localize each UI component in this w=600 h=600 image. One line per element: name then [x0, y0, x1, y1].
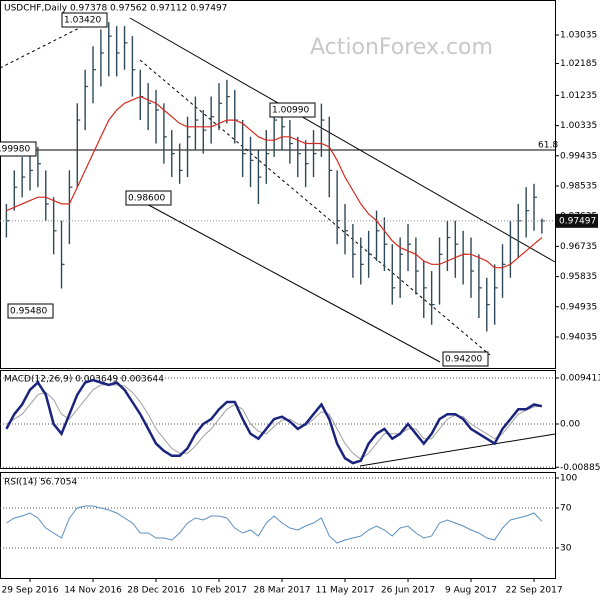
- price-frame: [0, 0, 556, 369]
- chart-body: [0, 14, 556, 467]
- rsi-line: [6, 505, 543, 544]
- rsi-frame: [0, 472, 556, 579]
- y-tick-label: 30: [560, 544, 572, 554]
- x-tick-label: 11 May 2017: [316, 586, 375, 596]
- y-tick-label: 0.00: [560, 420, 580, 430]
- y-tick-label: 100: [560, 474, 577, 484]
- moving-average: [6, 95, 543, 269]
- rsi-title: RSI(14) 56.7054: [4, 478, 77, 488]
- y-tick-label: 1.01235: [560, 91, 597, 101]
- fib-label: 61.8: [538, 141, 558, 151]
- x-tick-label: 22 Sep 2017: [506, 586, 563, 596]
- annotation: 1.03420: [64, 16, 101, 26]
- chart-title: USDCHF,Daily 0.97378 0.97562 0.97112 0.9…: [4, 4, 227, 14]
- annotation-box: [61, 12, 108, 28]
- macd-title: MACD(12,26,9) 0.003649 0.003644: [4, 375, 164, 385]
- y-tick-label: 0.009411: [560, 374, 600, 384]
- annotation: 0.98600: [128, 194, 165, 204]
- macd-frame: [0, 370, 556, 469]
- x-tick-label: 10 Feb 2017: [191, 586, 247, 596]
- y-tick-label: 0.98535: [560, 181, 597, 191]
- annotation: 0.99980: [0, 145, 30, 155]
- signal-line: [6, 384, 542, 460]
- x-tick-label: 29 Sep 2016: [2, 586, 59, 596]
- annotation: 0.95480: [10, 307, 47, 317]
- y-tick-label: 1.03035: [560, 30, 597, 40]
- dashed-trendline: [139, 59, 491, 356]
- annotation-box: [269, 102, 316, 118]
- y-tick-label: -0.008852: [560, 463, 600, 473]
- y-tick-label: 1.02185: [560, 59, 597, 69]
- last-price-label: 0.97497: [559, 216, 596, 226]
- macd-line: [5, 378, 543, 465]
- y-tick-label: 1.00335: [560, 121, 597, 131]
- annotation: 0.94200: [445, 355, 482, 365]
- x-tick-label: 26 Jun 2017: [381, 586, 435, 596]
- x-tick-label: 9 Aug 2017: [445, 586, 497, 596]
- annotation-box: [125, 190, 172, 206]
- annotation-box: [0, 141, 37, 157]
- y-tick-label: 0.95835: [560, 272, 597, 282]
- x-tick-label: 28 Dec 2016: [127, 586, 185, 596]
- y-tick-label: 0.99435: [560, 151, 597, 161]
- annotation-box: [7, 303, 54, 319]
- y-tick-label: 70: [560, 504, 572, 514]
- channel-line: [129, 194, 441, 363]
- y-tick-label: 0.94035: [560, 332, 597, 342]
- macd-trendline: [359, 433, 556, 467]
- annotation-box: [442, 351, 489, 367]
- annotation: 1.00990: [272, 106, 309, 116]
- last-price-box: [556, 213, 598, 228]
- y-tick-label: 0.96735: [560, 242, 597, 252]
- watermark: ActionForex.com: [310, 35, 493, 60]
- channel-line: [129, 17, 556, 263]
- x-tick-label: 28 Mar 2017: [253, 586, 310, 596]
- y-tick-label: 0.94935: [560, 302, 597, 312]
- x-tick-label: 14 Nov 2016: [64, 586, 122, 596]
